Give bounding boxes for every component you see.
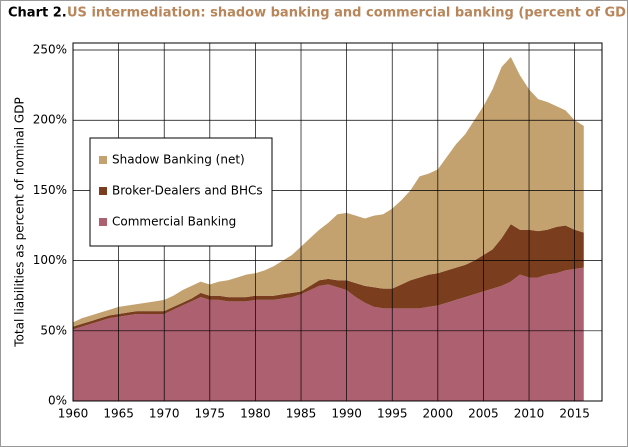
x-tick-label: 2015 — [559, 407, 590, 421]
x-tick-label: 1970 — [149, 407, 180, 421]
x-tick-label: 1985 — [286, 407, 317, 421]
y-tick-label: 150% — [33, 183, 67, 197]
legend-swatch — [99, 156, 107, 164]
x-tick-label: 2005 — [468, 407, 499, 421]
x-tick-label: 1975 — [195, 407, 226, 421]
chart-label: Chart 2. — [8, 6, 67, 21]
y-tick-label: 100% — [33, 253, 67, 267]
legend-swatch — [99, 218, 107, 226]
legend-label: Broker-Dealers and BHCs — [112, 184, 263, 198]
legend-label: Shadow Banking (net) — [112, 153, 245, 167]
x-tick-label: 2000 — [423, 407, 454, 421]
area — [73, 57, 584, 327]
area — [73, 267, 584, 401]
x-tick-label: 1980 — [240, 407, 271, 421]
area — [73, 224, 584, 330]
x-tick-label: 1995 — [377, 407, 408, 421]
x-tick-label: 1965 — [103, 407, 134, 421]
y-axis-label: Total liabilities as percent of nominal … — [13, 97, 27, 347]
y-tick-label: 0% — [48, 394, 67, 408]
legend: Shadow Banking (net) Broker-Dealers and B… — [89, 137, 273, 247]
x-tick-label: 2010 — [514, 407, 545, 421]
legend-box — [89, 137, 273, 247]
plot-border — [72, 42, 603, 402]
x-tick-label: 1960 — [58, 407, 89, 421]
legend-label: Commercial Banking — [112, 215, 236, 229]
chart-title: US intermediation: shadow banking and co… — [67, 6, 628, 21]
y-tick-label: 250% — [33, 43, 67, 57]
x-tick-label: 1990 — [331, 407, 362, 421]
y-tick-label: 50% — [40, 323, 67, 337]
legend-swatch — [99, 187, 107, 195]
y-tick-label: 200% — [33, 113, 67, 127]
